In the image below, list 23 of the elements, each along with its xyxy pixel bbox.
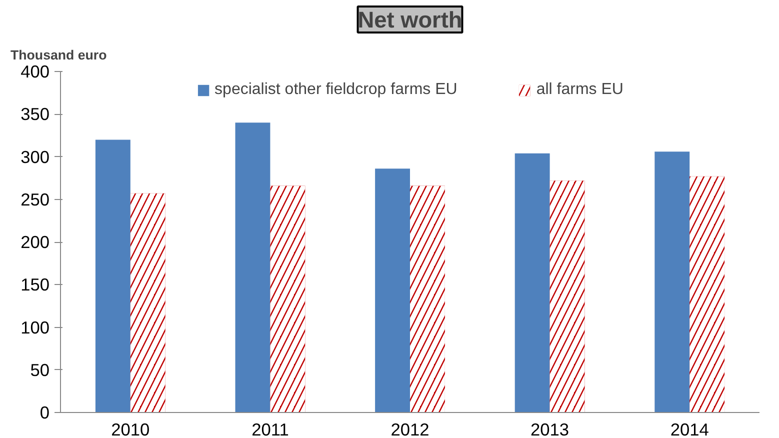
y-axis-title: Thousand euro [10,48,107,62]
legend-label: specialist other fieldcrop farms EU [214,81,458,99]
x-tick-label: 2011 [252,420,289,438]
bar [514,153,550,412]
y-tick-label: 100 [20,317,50,338]
chart-title: Net worth [358,6,462,32]
bar [235,122,270,412]
x-tick-label: 2010 [111,420,150,438]
y-tick-label: 300 [20,146,50,167]
y-tick-label: 250 [20,189,50,210]
bar [654,152,690,412]
y-tick-label: 200 [20,232,50,252]
legend-label: all farms EU [536,81,624,99]
x-tick-label: 2014 [670,420,710,438]
x-tick-label: 2013 [530,420,570,438]
x-tick-label: 2012 [390,420,430,438]
bar [375,168,410,412]
y-tick-label: 0 [40,402,50,422]
y-tick-label: 50 [30,360,50,380]
bar [95,140,130,412]
y-tick-label: 150 [20,274,50,295]
y-tick-label: 400 [20,62,50,82]
y-tick-label: 350 [20,104,50,124]
